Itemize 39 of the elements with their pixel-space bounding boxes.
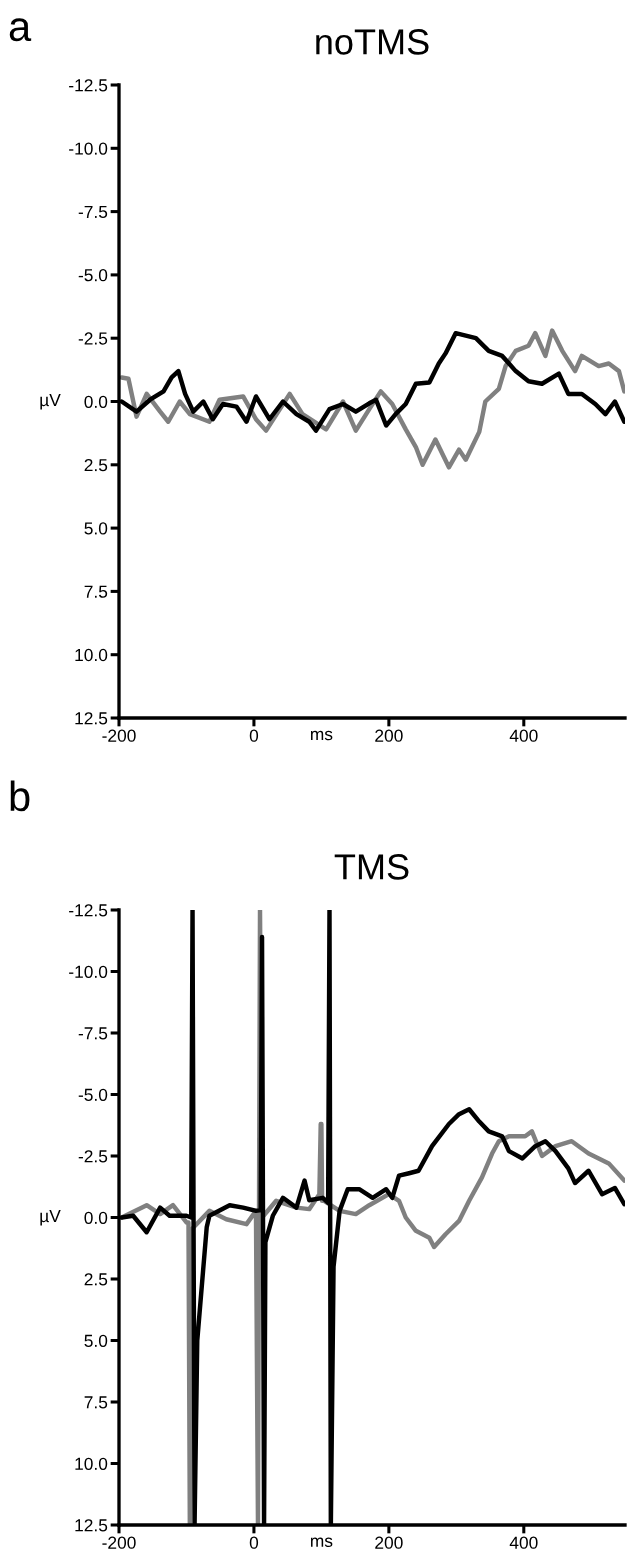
y-tick-label: -12.5: [69, 904, 108, 917]
x-tick-label: 0: [249, 729, 259, 742]
x-tick-label: -200: [102, 1536, 136, 1549]
y-tick-label: -5.0: [78, 1088, 108, 1101]
x-axis-title: ms: [310, 1537, 333, 1547]
y-tick-label: 10.0: [75, 1457, 108, 1470]
y-tick-label: 5.0: [84, 1334, 108, 1347]
y-tick-label: 12.5: [75, 1519, 108, 1532]
y-tick-label: 0.0: [84, 395, 108, 408]
y-tick-label: -10.0: [69, 965, 108, 978]
y-tick-label: 10.0: [75, 648, 108, 662]
y-axis-title: µV: [40, 394, 61, 410]
y-tick-label: -7.5: [78, 1027, 108, 1040]
y-tick-label: 7.5: [84, 1396, 108, 1409]
x-tick-label: -200: [102, 729, 136, 742]
y-tick-label: 2.5: [84, 458, 108, 472]
y-tick-label: 0.0: [84, 1211, 108, 1224]
y-axis-title: µV: [40, 1210, 61, 1226]
y-tick-label: -12.5: [69, 79, 108, 92]
x-tick-label: 400: [509, 1536, 538, 1549]
y-tick-label: 5.0: [84, 522, 108, 535]
y-tick-label: -7.5: [78, 205, 108, 219]
y-tick-label: -2.5: [78, 332, 108, 345]
y-tick-label: 12.5: [75, 712, 108, 725]
x-tick-label: 0: [249, 1536, 259, 1549]
x-tick-label: 200: [375, 729, 403, 742]
x-axis-title: ms: [310, 730, 333, 741]
x-tick-label: 400: [509, 729, 538, 742]
x-tick-label: 200: [375, 1536, 403, 1549]
y-tick-label: -10.0: [69, 142, 108, 155]
y-tick-label: -2.5: [78, 1150, 108, 1163]
line-series: [119, 328, 625, 470]
chart-title: TMS: [334, 854, 409, 880]
y-tick-label: -5.0: [78, 269, 108, 282]
text: b: [10, 780, 30, 812]
text: a: [9, 18, 32, 42]
y-tick-label: 2.5: [84, 1273, 108, 1286]
y-tick-label: 7.5: [84, 585, 108, 598]
chart-title: noTMS: [316, 29, 429, 55]
